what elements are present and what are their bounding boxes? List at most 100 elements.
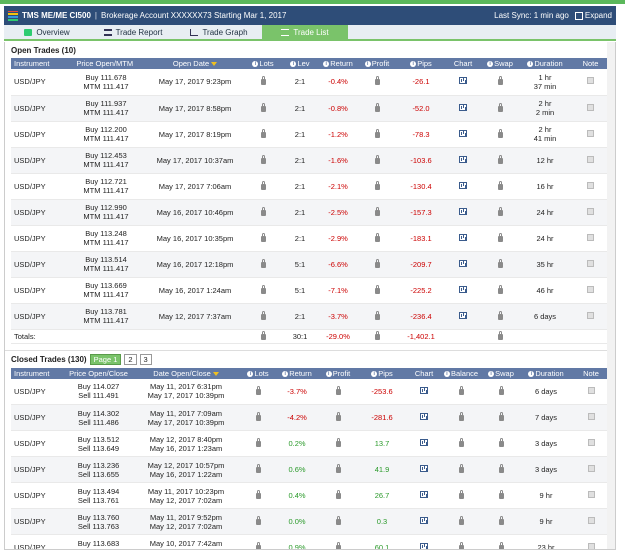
chart-icon[interactable] [420, 386, 428, 394]
note-icon[interactable] [587, 465, 595, 472]
chart-icon[interactable] [420, 413, 428, 420]
col-mtm[interactable]: MTM [116, 58, 146, 69]
chart-icon[interactable] [420, 439, 428, 446]
profit-cell [319, 430, 357, 457]
col-instrument[interactable]: Instrument [11, 58, 66, 69]
date-open-close-cell-wrap: May 12, 2017 10:57pm May 16, 2017 1:22am [131, 461, 241, 479]
chart-icon[interactable] [459, 129, 467, 137]
page-2-button[interactable]: 2 [124, 353, 137, 365]
col-pips[interactable]: i Pips [357, 367, 407, 379]
note-icon[interactable] [587, 233, 594, 241]
totals-chart-spacer [446, 329, 480, 344]
chart-icon[interactable] [459, 103, 467, 111]
chart-icon[interactable] [459, 259, 467, 267]
col-profit[interactable]: i Profit [358, 58, 396, 69]
open-trade-row[interactable]: USD/JPY Buy 112.721 MTM 111.417 May 17, 201… [11, 173, 611, 200]
closed-trade-row[interactable]: USD/JPY Buy 113.760 Sell 113.763 May 11, 20… [11, 508, 611, 535]
col-balance[interactable]: i Balance [441, 367, 481, 379]
note-icon[interactable] [587, 439, 595, 446]
open-trade-row[interactable]: USD/JPY Buy 112.453 MTM 111.417 May 17, 201… [11, 147, 611, 174]
totals-end-spacer [520, 329, 611, 344]
col-lev[interactable]: i Lev [282, 58, 318, 69]
tab-trade-graph[interactable]: Trade Graph [176, 25, 262, 39]
open-trade-row[interactable]: USD/JPY Buy 113.248 MTM 111.417 May 16, 201… [11, 225, 611, 252]
lock-icon [374, 102, 380, 112]
col-pips[interactable]: i Pips [396, 58, 446, 69]
lock-icon [255, 542, 261, 549]
note-icon[interactable] [587, 517, 595, 524]
chart-icon[interactable] [459, 77, 467, 85]
col-swap[interactable]: i Swap [481, 367, 521, 379]
tab-trade-list[interactable]: Trade List [262, 25, 348, 39]
chart-icon[interactable] [420, 465, 428, 472]
note-icon[interactable] [587, 207, 594, 215]
closed-trade-row[interactable]: USD/JPY Buy 114.027 Sell 111.491 May 11, 20… [11, 378, 611, 405]
col-duration[interactable]: i Duration [521, 367, 571, 379]
chart-icon[interactable] [459, 233, 467, 241]
col-swap[interactable]: i Swap [480, 58, 520, 69]
page-1-button[interactable]: Page 1 [89, 353, 122, 365]
open-trade-row[interactable]: USD/JPY Buy 112.990 MTM 111.417 May 16, 201… [11, 199, 611, 226]
tab-overview[interactable]: Overview [4, 25, 90, 39]
chart-cell [446, 225, 480, 252]
chart-icon[interactable] [459, 285, 467, 293]
tab-trade-report[interactable]: Trade Report [90, 25, 176, 39]
note-icon[interactable] [587, 181, 594, 189]
col-open-date[interactable]: Open Date [146, 58, 244, 69]
closed-trade-row[interactable]: USD/JPY Buy 114.302 Sell 111.486 May 11, 20… [11, 404, 611, 431]
note-icon[interactable] [587, 311, 594, 319]
chart-icon[interactable] [420, 543, 428, 549]
col-date-open-close[interactable]: Date Open/Close [131, 367, 241, 379]
instrument-cell: USD/JPY [11, 95, 66, 122]
profit-cell [319, 534, 357, 549]
closed-trade-row[interactable]: USD/JPY Buy 113.512 Sell 113.649 May 12, 20… [11, 430, 611, 457]
pips-cell: 41.9 [357, 456, 407, 483]
lock-icon [497, 284, 503, 294]
page-3-button[interactable]: 3 [139, 353, 152, 365]
open-trade-row[interactable]: USD/JPY Buy 111.937 MTM 111.417 May 17, 201… [11, 95, 611, 122]
lock-icon [458, 464, 464, 473]
note-icon[interactable] [587, 155, 594, 163]
duration-cell: 3 days [521, 456, 571, 483]
chart-icon[interactable] [459, 155, 467, 163]
col-price-open[interactable]: Price Open/ [66, 58, 116, 69]
note-icon[interactable] [587, 543, 595, 549]
open-trade-row[interactable]: USD/JPY Buy 111.678 MTM 111.417 May 17, 201… [11, 69, 611, 96]
note-icon[interactable] [587, 259, 594, 267]
open-trade-row[interactable]: USD/JPY Buy 113.781 MTM 111.417 May 12, 201… [11, 303, 611, 330]
col-instrument[interactable]: Instrument [11, 367, 66, 379]
note-icon[interactable] [587, 103, 594, 111]
col-return[interactable]: i Return [318, 58, 358, 69]
col-lots[interactable]: i Lots [241, 367, 275, 379]
note-icon[interactable] [587, 77, 594, 85]
price-mtm-cell: Buy 112.453 MTM 111.417 [66, 147, 146, 174]
open-trade-row[interactable]: USD/JPY Buy 113.669 MTM 111.417 May 16, 201… [11, 277, 611, 304]
col-duration[interactable]: i Duration [520, 58, 570, 69]
col-price-open-close[interactable]: Price Open/Close [66, 367, 131, 379]
expand-button[interactable]: Expand [574, 11, 612, 20]
lock-icon [497, 310, 503, 320]
sort-desc-icon [211, 62, 218, 67]
closed-trade-row[interactable]: USD/JPY Buy 113.236 Sell 113.655 May 12, 20… [11, 456, 611, 483]
closed-trade-row[interactable]: USD/JPY Buy 113.494 Sell 113.761 May 11, 20… [11, 482, 611, 509]
open-trade-row[interactable]: USD/JPY Buy 112.200 MTM 111.417 May 17, 201… [11, 121, 611, 148]
col-return[interactable]: i Return [275, 367, 319, 379]
note-icon[interactable] [587, 386, 595, 394]
col-lots[interactable]: i Lots [244, 58, 282, 69]
chart-icon[interactable] [420, 491, 428, 498]
chart-icon[interactable] [459, 181, 467, 189]
panel-scrollbar[interactable] [607, 42, 615, 549]
open-trade-row[interactable]: USD/JPY Buy 113.514 MTM 111.417 May 16, 201… [11, 251, 611, 278]
return-cell: 0.2% [275, 430, 319, 457]
note-icon[interactable] [587, 129, 594, 137]
trade-list-panel: Open Trades (10) Instrument Price Open/ … [4, 42, 616, 550]
chart-icon[interactable] [420, 517, 428, 524]
chart-icon[interactable] [459, 207, 467, 215]
note-icon[interactable] [587, 285, 594, 293]
note-icon[interactable] [587, 413, 595, 420]
chart-icon[interactable] [459, 311, 467, 319]
note-icon[interactable] [587, 491, 595, 498]
col-profit[interactable]: i Profit [319, 367, 357, 379]
col-duration-label: Duration [534, 59, 563, 68]
